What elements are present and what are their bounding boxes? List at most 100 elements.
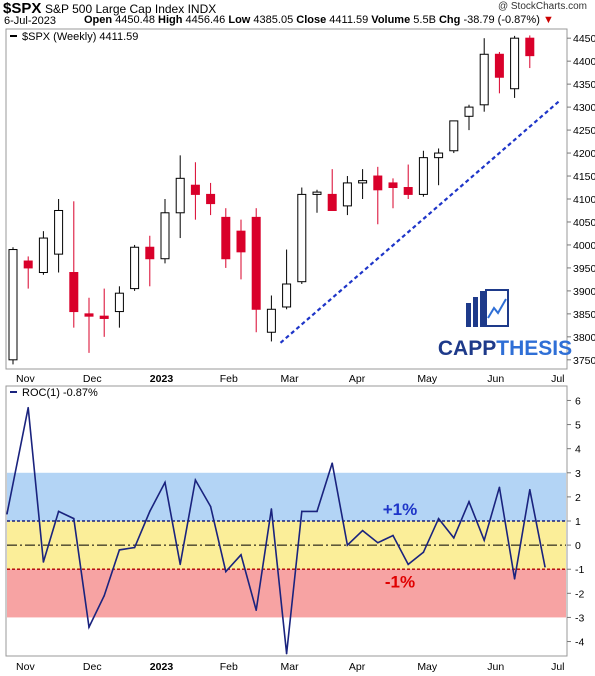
roc-point <box>407 563 410 566</box>
roc-point <box>194 479 197 481</box>
roc-point <box>209 505 212 508</box>
candle <box>190 162 200 220</box>
candle-body-up <box>418 157 428 195</box>
roc-x-tick-label: May <box>417 661 438 673</box>
candle-body-up <box>449 120 459 152</box>
price-x-tick-label: Feb <box>220 373 238 385</box>
roc-y-tick-label: 6 <box>575 395 581 407</box>
candle-body-up <box>479 53 489 106</box>
roc-y-tick-label: -3 <box>575 612 584 624</box>
roc-x-tick-label: Apr <box>349 661 366 673</box>
roc-x-tick-label: Dec <box>83 661 102 673</box>
roc-point <box>57 510 60 513</box>
watermark: @ StockCharts.com <box>497 1 587 12</box>
volume-value: 5.5B <box>413 14 436 26</box>
price-y-tick-label: 3850 <box>573 309 595 321</box>
logo-text-thesis: THESIS <box>496 337 572 360</box>
roc-point <box>331 462 334 464</box>
price-x-tick-label: Apr <box>349 373 366 385</box>
candle-body-up <box>160 212 170 260</box>
high-label: High <box>158 14 183 26</box>
roc-point <box>27 406 30 409</box>
roc-y-tick-label: -4 <box>575 637 584 649</box>
candle-body-down <box>145 246 155 260</box>
candle-body-up <box>114 292 124 313</box>
support-trendline <box>279 100 560 344</box>
candle <box>418 150 428 197</box>
candle <box>69 201 79 328</box>
roc-point <box>437 517 440 520</box>
roc-point <box>164 481 166 484</box>
price-y-tick-label: 3950 <box>573 263 595 275</box>
roc-x-tick-label: Mar <box>281 661 300 673</box>
candle-body-down <box>251 216 261 310</box>
candle <box>266 295 276 342</box>
price-x-tick-label: Nov <box>16 373 35 385</box>
candle <box>358 169 368 199</box>
candle <box>206 182 216 216</box>
minus-one-label: -1% <box>385 572 415 591</box>
candle <box>342 176 352 216</box>
roc-point <box>301 510 303 513</box>
candle <box>510 35 520 98</box>
low-label: Low <box>228 14 251 26</box>
price-x-tick-label: Dec <box>83 373 102 385</box>
close-label: Close <box>296 14 327 26</box>
candle-body-up <box>510 37 520 90</box>
roc-point <box>73 517 75 520</box>
candle-body-down <box>190 184 200 195</box>
price-y-tick-label: 4300 <box>573 102 595 114</box>
roc-point <box>483 539 486 542</box>
candle <box>403 164 413 199</box>
candle-body-down <box>373 175 383 191</box>
roc-point <box>498 486 501 489</box>
roc-point <box>544 566 546 568</box>
price-y-tick-label: 3800 <box>573 332 595 344</box>
candle <box>236 219 246 280</box>
roc-point <box>346 544 349 546</box>
candle-body-up <box>358 180 368 184</box>
price-x-tick-label: May <box>417 373 438 385</box>
open-label: Open <box>84 14 113 26</box>
candle <box>38 231 48 275</box>
roc-y-tick-label: -2 <box>575 588 584 600</box>
exchange-label: INDX <box>187 2 217 16</box>
price-x-tick-label: 2023 <box>150 373 174 385</box>
candle-body-down <box>327 193 337 211</box>
roc-point <box>240 553 242 556</box>
candle <box>373 166 383 225</box>
candle-body-up <box>175 177 185 214</box>
roc-point <box>422 551 425 554</box>
roc-x-tick-label: Nov <box>16 661 35 673</box>
logo-bar-3 <box>480 291 485 327</box>
candle-body-down <box>206 193 216 205</box>
candle <box>145 235 155 287</box>
roc-y-tick-label: 2 <box>575 492 581 504</box>
down-arrow-icon: ▼ <box>542 14 554 26</box>
roc-x-tick-label: Jun <box>487 661 504 673</box>
logo-bar-2 <box>473 297 478 327</box>
roc-x-tick-label: Jul <box>551 661 564 673</box>
roc-point <box>361 529 364 532</box>
candle <box>464 104 474 131</box>
candle <box>114 286 124 328</box>
candle <box>23 256 33 289</box>
roc-point <box>88 626 90 628</box>
roc-point <box>42 561 45 563</box>
candle-body-up <box>54 209 64 255</box>
roc-point <box>513 578 516 580</box>
price-panel: 3750 3800 3850 3900 3950 4000 4050 4100 4150 4200… <box>8 33 595 367</box>
roc-series-line <box>6 407 546 654</box>
roc-y-tick-label: 3 <box>575 468 581 480</box>
plus-one-label: +1% <box>383 500 418 519</box>
price-y-tick-label: 4450 <box>573 33 595 45</box>
roc-point <box>103 594 105 597</box>
roc-point <box>149 510 151 513</box>
candle-body-down <box>221 216 231 260</box>
candle-body-down <box>388 182 398 189</box>
logo-bar-1 <box>466 303 471 327</box>
candle-body-down <box>494 53 504 78</box>
price-y-tick-label: 4100 <box>573 194 595 206</box>
roc-point <box>225 570 227 573</box>
candle-body-up <box>130 246 140 290</box>
